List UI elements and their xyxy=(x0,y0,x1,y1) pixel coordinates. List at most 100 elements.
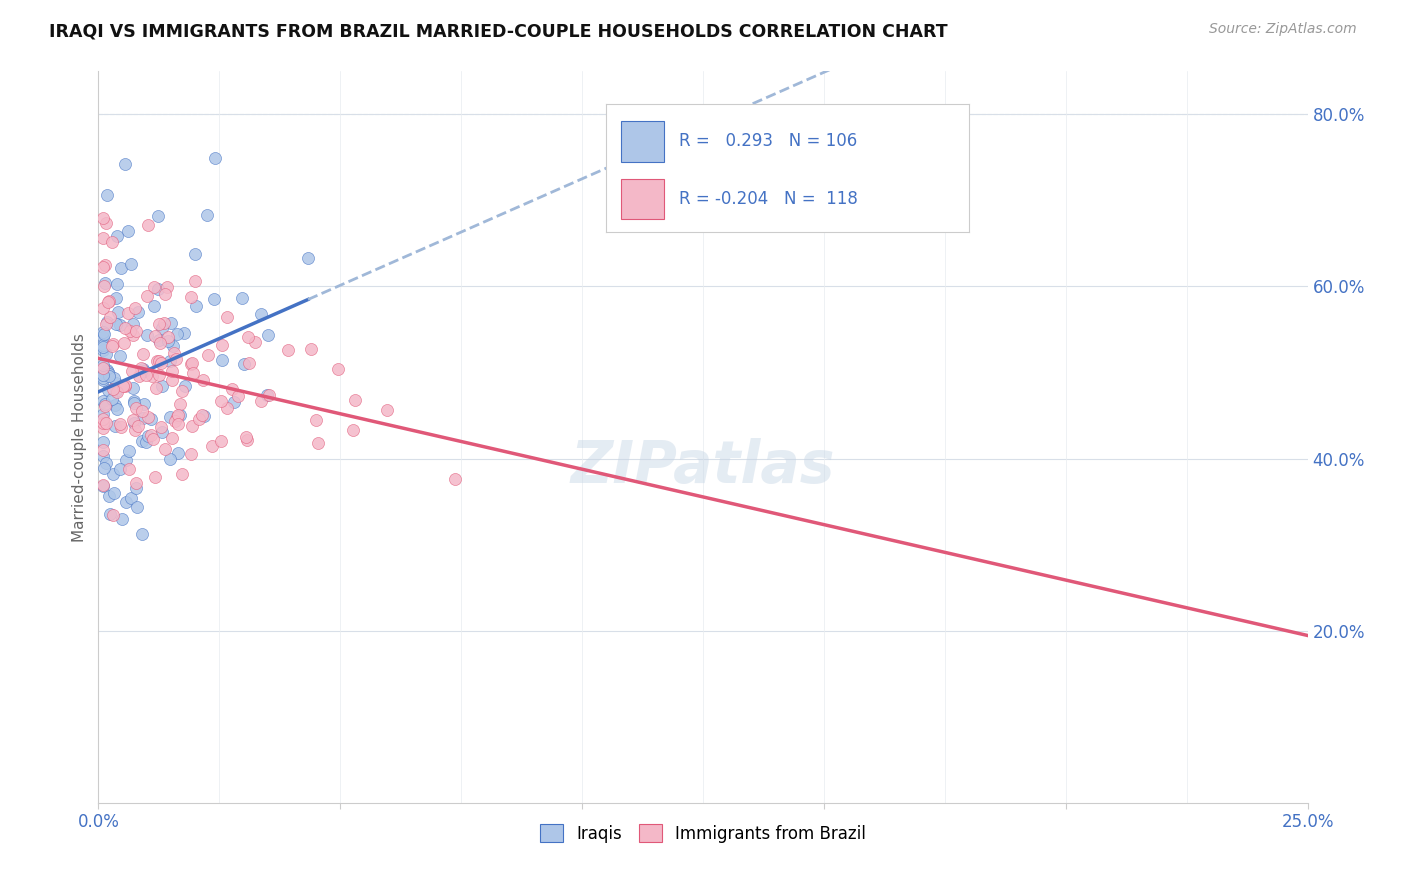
Point xyxy=(125,500,148,514)
Point xyxy=(103,370,125,384)
Point xyxy=(236,330,259,344)
Text: IRAQI VS IMMIGRANTS FROM BRAZIL MARRIED-COUPLE HOUSEHOLDS CORRELATION CHART: IRAQI VS IMMIGRANTS FROM BRAZIL MARRIED-… xyxy=(49,22,948,40)
Point xyxy=(97,383,120,397)
Point xyxy=(96,416,118,430)
Point xyxy=(184,299,207,313)
Text: ZIPatlas: ZIPatlas xyxy=(571,438,835,495)
Point xyxy=(236,433,259,447)
Point xyxy=(91,343,114,358)
Point xyxy=(98,508,121,522)
Point xyxy=(94,399,117,413)
Point xyxy=(125,476,148,491)
Point xyxy=(167,446,190,460)
Y-axis label: Married-couple Households: Married-couple Households xyxy=(72,333,87,541)
Point xyxy=(98,310,121,324)
Point xyxy=(128,368,150,383)
Point xyxy=(127,419,149,434)
Point xyxy=(167,417,190,431)
Point xyxy=(93,259,115,273)
Point xyxy=(104,384,127,398)
Point xyxy=(160,373,183,387)
Point xyxy=(143,470,166,484)
Point xyxy=(96,187,118,202)
Point xyxy=(221,382,243,396)
Point xyxy=(91,412,114,426)
Point xyxy=(146,209,169,223)
Point xyxy=(97,294,120,309)
Point xyxy=(93,326,115,341)
Point xyxy=(233,357,256,371)
Point xyxy=(139,411,162,425)
Point xyxy=(105,317,128,331)
Point xyxy=(91,340,114,354)
Point xyxy=(91,443,114,458)
Point xyxy=(173,326,195,340)
Point xyxy=(93,330,115,344)
Point xyxy=(165,351,187,366)
Point xyxy=(150,425,173,440)
Point xyxy=(96,315,118,329)
Point xyxy=(101,382,124,396)
Point xyxy=(114,495,136,509)
Point xyxy=(110,260,132,275)
Point xyxy=(97,293,120,308)
Point xyxy=(117,462,139,476)
Point xyxy=(209,393,232,408)
Point xyxy=(150,419,173,434)
Point xyxy=(277,343,299,357)
Point xyxy=(145,381,167,395)
Point xyxy=(105,402,128,417)
Point xyxy=(127,304,149,318)
Point xyxy=(197,347,219,361)
Point xyxy=(135,368,157,383)
Point xyxy=(146,282,169,296)
Point xyxy=(91,368,114,382)
Point xyxy=(305,412,328,426)
Point xyxy=(307,436,329,450)
Point xyxy=(173,378,195,392)
Point xyxy=(187,412,209,426)
Point xyxy=(299,342,322,356)
Point xyxy=(114,378,136,392)
Point xyxy=(162,364,184,378)
Point xyxy=(136,410,159,425)
Point xyxy=(131,410,153,425)
Point xyxy=(91,417,114,431)
Point xyxy=(148,354,170,368)
Point xyxy=(110,349,132,363)
Point xyxy=(104,419,127,434)
Point xyxy=(98,489,121,503)
Point xyxy=(226,389,249,403)
Point xyxy=(100,339,122,353)
Point xyxy=(91,421,114,435)
Point xyxy=(166,326,188,341)
Point xyxy=(120,325,142,339)
Point xyxy=(257,327,280,342)
Point xyxy=(132,364,155,378)
Point xyxy=(122,416,145,430)
Point xyxy=(131,527,153,541)
Point xyxy=(195,208,218,222)
Point xyxy=(91,260,114,274)
Point xyxy=(235,430,257,444)
Point xyxy=(107,228,129,243)
Point xyxy=(124,301,146,315)
Point xyxy=(181,356,204,370)
Point xyxy=(215,401,238,415)
Point xyxy=(107,277,129,291)
Point xyxy=(94,216,117,230)
Point xyxy=(444,473,467,487)
Point xyxy=(91,373,114,387)
Point xyxy=(155,442,177,456)
Point xyxy=(184,274,207,288)
Point xyxy=(250,308,273,322)
Point xyxy=(170,384,193,398)
Point xyxy=(132,347,155,361)
Point xyxy=(101,235,124,250)
Point xyxy=(93,278,115,293)
Point xyxy=(124,393,146,408)
Point xyxy=(105,376,128,390)
Point xyxy=(122,412,145,426)
Point xyxy=(211,338,233,352)
Point xyxy=(101,467,124,482)
